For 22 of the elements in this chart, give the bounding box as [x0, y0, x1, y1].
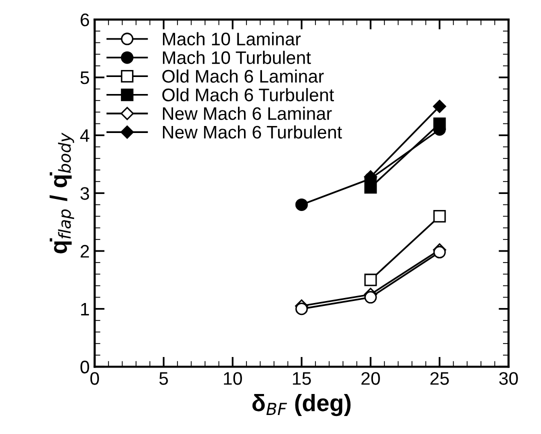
legend-label: Mach 10 Laminar — [162, 32, 301, 46]
legend-label: Old Mach 6 Laminar — [162, 69, 324, 83]
legend-label: New Mach 6 Laminar — [162, 106, 332, 120]
x-axis-title: δ$_{BF}$ (deg) — [252, 394, 351, 416]
x-tick-label: 20 — [361, 372, 380, 385]
y-tick-label: 6 — [80, 13, 90, 26]
x-tick-label: 10 — [224, 372, 242, 385]
x-tick-label: 15 — [292, 372, 311, 385]
legend-label: Old Mach 6 Turbulent — [162, 88, 334, 102]
legend-label: Mach 10 Turbulent — [162, 50, 311, 64]
y-tick-label: 2 — [80, 244, 89, 258]
y-tick-label: 3 — [80, 187, 90, 200]
x-tick-label: 5 — [159, 372, 168, 385]
y-tick-label: 0 — [80, 360, 90, 374]
y-axis-title: q̇$_{flap}$ / q̇$_{body}$ — [50, 132, 74, 254]
x-tick-label: 0 — [90, 372, 99, 385]
y-tick-label: 5 — [80, 72, 90, 84]
y-tick-label: 4 — [80, 129, 90, 142]
legend-label: New Mach 6 Turbulent — [162, 125, 342, 139]
y-tick-label: 1 — [81, 302, 89, 316]
x-tick-label: 30 — [499, 372, 518, 385]
x-tick-label: 25 — [430, 372, 449, 385]
